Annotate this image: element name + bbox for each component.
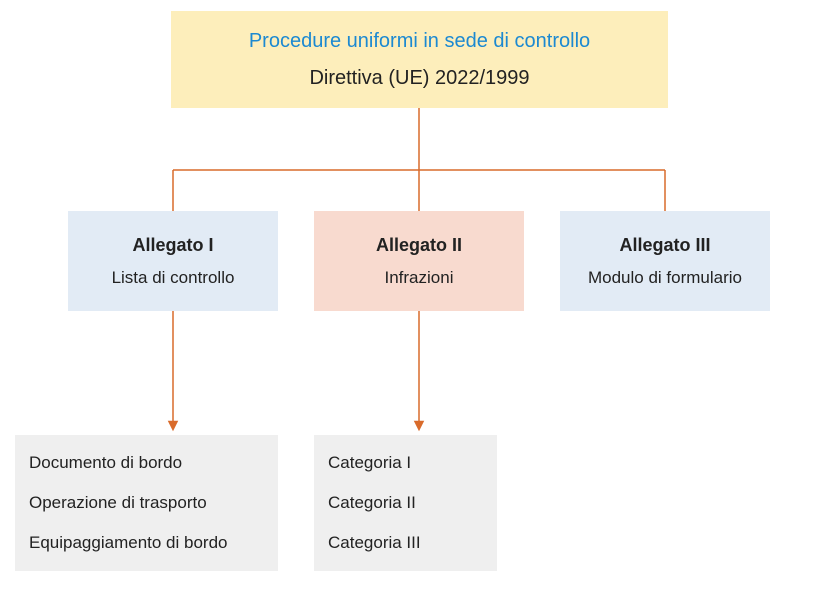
annex-2-node: Allegato II Infrazioni bbox=[314, 211, 524, 311]
leaf-item: Categoria I bbox=[328, 453, 483, 473]
annex-1-subtitle: Lista di controllo bbox=[112, 268, 235, 288]
annex-3-node: Allegato III Modulo di formulario bbox=[560, 211, 770, 311]
annex-1-title: Allegato I bbox=[132, 235, 213, 256]
annex-1-leaf: Documento di bordo Operazione di traspor… bbox=[15, 435, 278, 571]
annex-2-leaf: Categoria I Categoria II Categoria III bbox=[314, 435, 497, 571]
leaf-item: Categoria III bbox=[328, 533, 483, 553]
leaf-item: Documento di bordo bbox=[29, 453, 264, 473]
annex-3-title: Allegato III bbox=[619, 235, 710, 256]
annex-2-title: Allegato II bbox=[376, 235, 462, 256]
root-subtitle: Direttiva (UE) 2022/1999 bbox=[309, 67, 529, 90]
root-node: Procedure uniformi in sede di controllo … bbox=[171, 11, 668, 108]
leaf-item: Categoria II bbox=[328, 493, 483, 513]
annex-2-subtitle: Infrazioni bbox=[385, 268, 454, 288]
annex-3-subtitle: Modulo di formulario bbox=[588, 268, 742, 288]
leaf-item: Operazione di trasporto bbox=[29, 493, 264, 513]
annex-1-node: Allegato I Lista di controllo bbox=[68, 211, 278, 311]
leaf-item: Equipaggiamento di bordo bbox=[29, 533, 264, 553]
root-title: Procedure uniformi in sede di controllo bbox=[249, 30, 590, 53]
